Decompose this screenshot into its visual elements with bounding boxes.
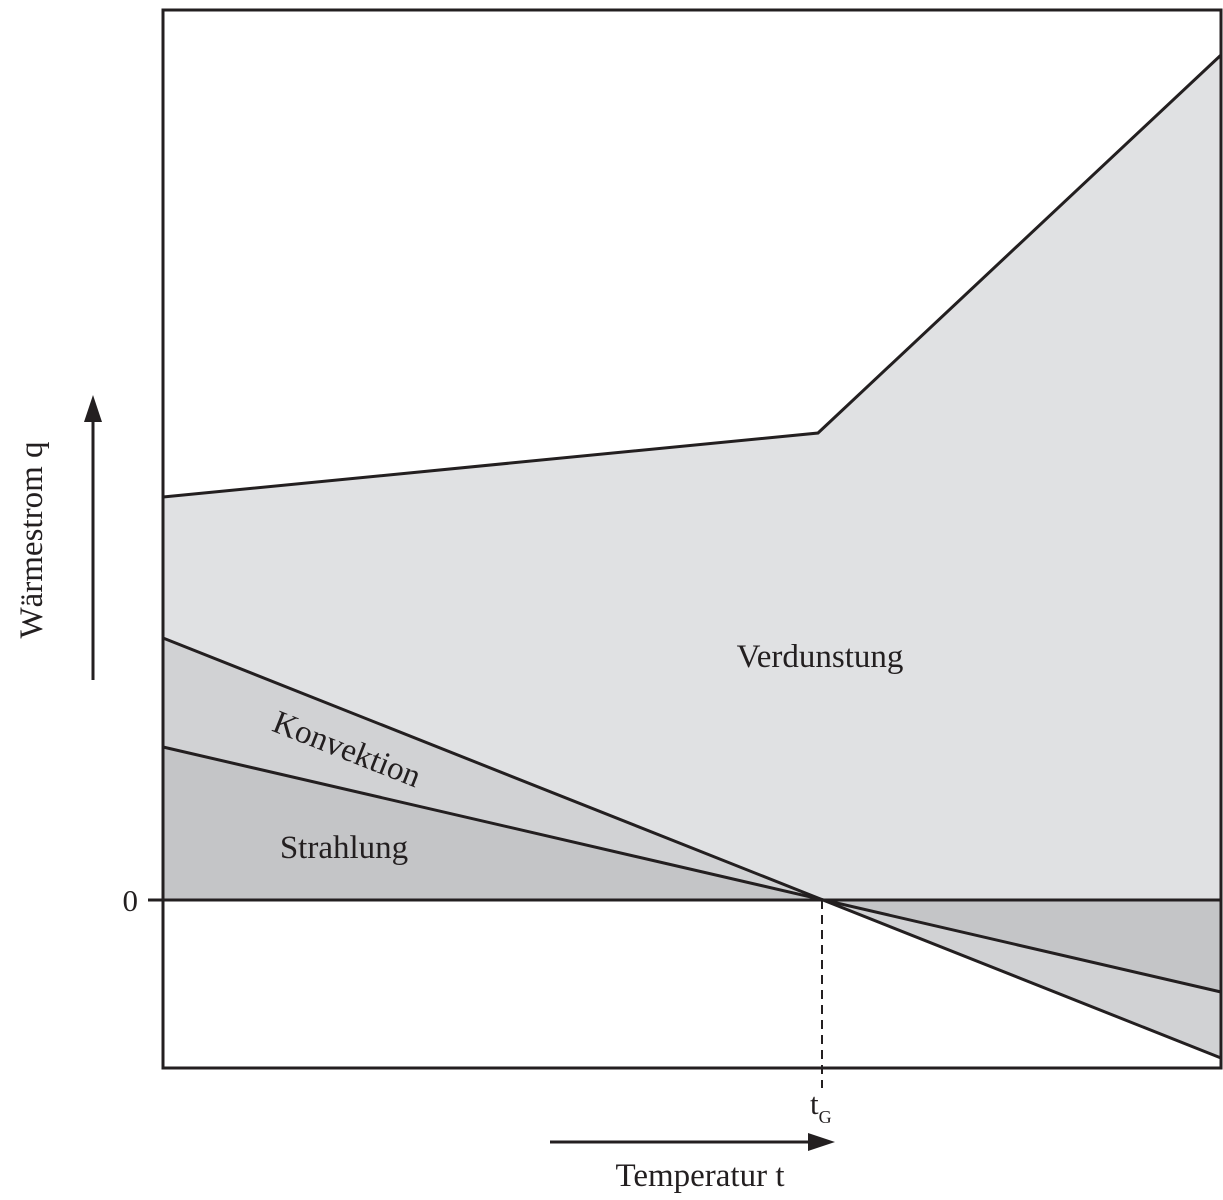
region-evaporation-fill bbox=[163, 55, 1221, 900]
x-axis-label: Temperatur t bbox=[615, 1158, 784, 1194]
tg-label-base: t bbox=[810, 1086, 819, 1121]
region-radiation-label: Strahlung bbox=[280, 830, 408, 866]
convection-boundary-line bbox=[162, 636, 1222, 1060]
x-axis-arrowhead bbox=[808, 1133, 835, 1151]
y-axis-label: Wärmestrom q bbox=[14, 441, 50, 638]
total-heat-flow-line bbox=[162, 53, 1223, 499]
tg-label: tG bbox=[810, 1086, 832, 1127]
plot-frame bbox=[161, 8, 1223, 1070]
region-evaporation-label: Verdunstung bbox=[737, 639, 904, 675]
y-zero-label: 0 bbox=[123, 883, 139, 918]
radiation-boundary-line bbox=[162, 745, 1222, 994]
tg-label-subscript: G bbox=[819, 1107, 832, 1127]
y-axis-arrowhead bbox=[84, 395, 102, 422]
